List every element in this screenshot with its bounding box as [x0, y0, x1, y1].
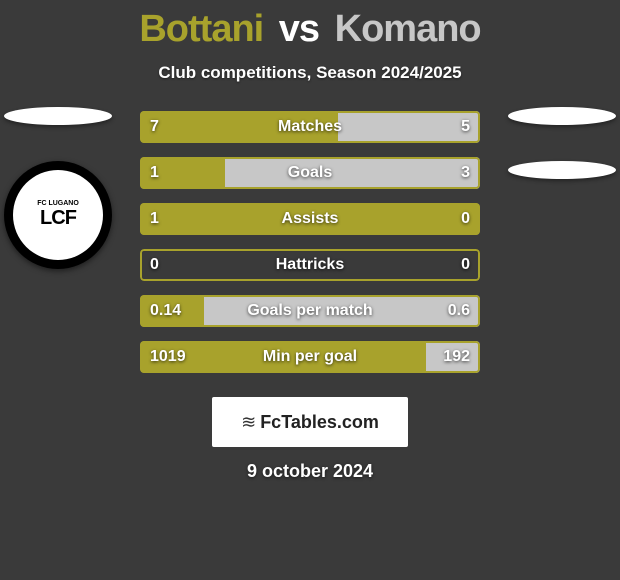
player2-ellipse-top-icon	[508, 107, 616, 125]
stat-label: Goals	[140, 164, 480, 182]
shield-icon: FC LUGANO LCF	[30, 183, 86, 247]
stat-label: Goals per match	[140, 302, 480, 320]
stat-row: 00Hattricks	[140, 249, 480, 281]
stat-row: 75Matches	[140, 111, 480, 143]
watermark-icon: ≋	[241, 412, 256, 433]
watermark: ≋ FcTables.com	[212, 397, 408, 447]
watermark-text: FcTables.com	[260, 412, 379, 433]
badge-monogram: LCF	[40, 207, 76, 230]
stat-label: Hattricks	[140, 256, 480, 274]
page-title: Bottani vs Komano	[0, 0, 620, 51]
stat-bars: 75Matches 13Goals 10Assists 00Hattricks 0.14…	[140, 111, 480, 387]
club-badge-inner: FC LUGANO LCF	[13, 170, 103, 260]
date-text: 9 october 2024	[0, 461, 620, 482]
vs-text: vs	[279, 8, 319, 50]
player2-name: Komano	[335, 8, 481, 50]
left-player-column: FC LUGANO LCF	[4, 107, 112, 269]
player1-ellipse-icon	[4, 107, 112, 125]
club-badge: FC LUGANO LCF	[4, 161, 112, 269]
stat-label: Min per goal	[140, 348, 480, 366]
comparison-chart: FC LUGANO LCF 75Matches 13Goals 10Assists 0…	[0, 111, 620, 381]
subtitle: Club competitions, Season 2024/2025	[0, 63, 620, 83]
stat-row: 0.140.6Goals per match	[140, 295, 480, 327]
stat-row: 10Assists	[140, 203, 480, 235]
stat-row: 1019192Min per goal	[140, 341, 480, 373]
player1-name: Bottani	[139, 8, 263, 50]
badge-top-text: FC LUGANO	[37, 200, 79, 207]
stat-label: Assists	[140, 210, 480, 228]
stat-label: Matches	[140, 118, 480, 136]
stat-row: 13Goals	[140, 157, 480, 189]
right-player-column	[508, 107, 616, 179]
player2-ellipse-bottom-icon	[508, 161, 616, 179]
